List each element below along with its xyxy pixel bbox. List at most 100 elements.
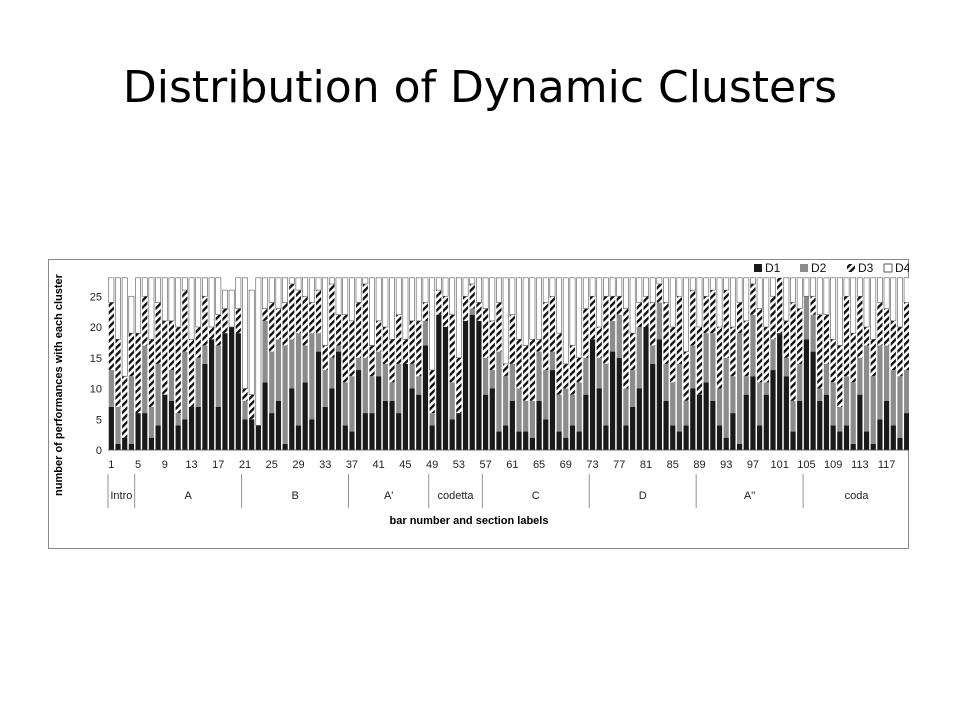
x-tick-label: 89 (693, 459, 705, 471)
bar-segment-d1 (335, 351, 342, 450)
bar-segment-d1 (456, 413, 462, 450)
bar-segment-d4 (729, 277, 736, 328)
legend-swatch-d3 (847, 264, 855, 272)
bar-segment-d3 (650, 302, 656, 346)
bar-segment-d1 (630, 406, 636, 450)
bar-segment-d3 (162, 320, 168, 395)
bar-segment-d3 (456, 357, 462, 414)
bar-segment-d1 (449, 419, 455, 450)
bar-segment-d1 (229, 327, 235, 450)
bar-segment-d2 (576, 382, 582, 432)
bar-segment-d4 (175, 277, 182, 328)
bar-segment-d4 (389, 277, 395, 340)
bar-segment-d2 (342, 382, 348, 426)
bar-segment-d4 (669, 277, 676, 328)
bar-segment-d3 (777, 277, 783, 334)
bar-segment-d4 (255, 277, 262, 426)
bar-segment-d4 (836, 277, 843, 346)
bar-segment-d3 (449, 314, 455, 383)
bar-segment-d1 (409, 388, 415, 450)
bar-segment-d3 (208, 327, 215, 340)
bar-segment-d2 (616, 314, 622, 358)
bar-segment-d4 (723, 277, 730, 291)
bar-segment-d2 (843, 376, 850, 426)
bar-segment-d4 (790, 277, 796, 303)
bar-segment-d3 (823, 314, 830, 364)
bar-segment-d3 (817, 314, 823, 389)
x-tick-label: 57 (479, 459, 491, 471)
bar-segment-d4 (222, 289, 228, 309)
bar-segment-d3 (603, 296, 609, 364)
bar-segment-d3 (282, 302, 288, 346)
bar-segment-d2 (483, 357, 489, 395)
bar-segment-d4 (589, 277, 596, 297)
bar-segment-d2 (884, 345, 890, 401)
bar-segment-d4 (850, 277, 857, 334)
section-labels: Intro A B A' codetta C D A'' coda (107, 474, 870, 508)
bar-segment-d2 (322, 370, 328, 407)
bar-segment-d3 (436, 290, 442, 315)
bar-segment-d3 (356, 302, 362, 358)
bar-segment-d1 (122, 437, 128, 450)
bar-segment-d3 (422, 302, 429, 321)
bar-segment-d4 (288, 277, 295, 285)
bar-segment-d3 (676, 296, 683, 364)
bar-segment-d3 (529, 339, 535, 401)
bar-segment-d4 (435, 277, 442, 291)
y-tick-label: 10 (90, 384, 102, 396)
bar-segment-d1 (142, 413, 148, 450)
bar-segment-d3 (289, 283, 295, 340)
bar-segment-d2 (543, 370, 549, 420)
x-tick-label: 33 (319, 459, 331, 471)
bar-segment-d3 (215, 314, 221, 346)
bar-segment-d4 (248, 289, 255, 395)
bar-segment-d2 (790, 400, 796, 432)
x-tick-label: 53 (453, 459, 465, 471)
bar-segment-d3 (736, 302, 743, 334)
bar-segment-d4 (683, 277, 690, 352)
bar-segment-d2 (863, 345, 870, 432)
bar-segment-d3 (843, 296, 850, 377)
x-tick-label: 9 (162, 459, 168, 471)
bar-segment-d4 (369, 277, 375, 346)
bar-segment-d4 (609, 277, 616, 297)
bar-segment-d3 (596, 327, 602, 358)
bar-segment-d2 (529, 400, 535, 438)
bar-segment-d2 (148, 406, 155, 438)
bar-segment-d3 (195, 327, 201, 358)
bar-segment-d1 (135, 413, 141, 450)
bar-segment-d1 (790, 431, 796, 450)
bar-segment-d2 (850, 382, 856, 444)
bar-segment-d1 (282, 443, 288, 450)
bar-segment-d1 (770, 370, 776, 450)
bar-segment-d2 (750, 314, 756, 377)
bar-segment-d3 (509, 314, 515, 364)
bar-segment-d1 (690, 388, 696, 450)
bar-segment-d2 (583, 357, 589, 395)
bar-segment-d3 (496, 302, 502, 352)
bar-segment-d3 (402, 339, 409, 364)
bar-segment-d1 (563, 437, 569, 450)
bar-segment-d3 (583, 308, 589, 358)
bar-segment-d2 (817, 388, 823, 401)
bar-segment-d3 (135, 333, 141, 414)
bar-segment-d4 (422, 277, 429, 303)
bar-segment-d4 (455, 277, 462, 359)
bar-segment-d1 (710, 400, 716, 450)
bar-segment-d3 (870, 339, 876, 377)
bar-segment-d3 (710, 290, 716, 334)
bar-segment-d4 (783, 277, 790, 322)
bar-segment-d2 (202, 345, 208, 364)
bar-segment-d2 (128, 376, 134, 444)
bar-segment-d1 (315, 351, 322, 450)
bar-segment-d3 (389, 339, 395, 383)
bar-segment-d4 (202, 277, 208, 297)
bar-segment-d3 (295, 290, 302, 334)
section-label: coda (845, 490, 870, 502)
bar-segment-d3 (483, 308, 489, 358)
bar-segment-d4 (897, 277, 903, 328)
bar-segment-d4 (282, 277, 289, 303)
bar-segment-d1 (877, 419, 883, 450)
bar-segment-d4 (496, 277, 502, 303)
x-axis: 1 5 9 13 17 21 25 29 33 37 41 45 49 53 57 61 65 69 73 77 81 8… (108, 449, 909, 471)
